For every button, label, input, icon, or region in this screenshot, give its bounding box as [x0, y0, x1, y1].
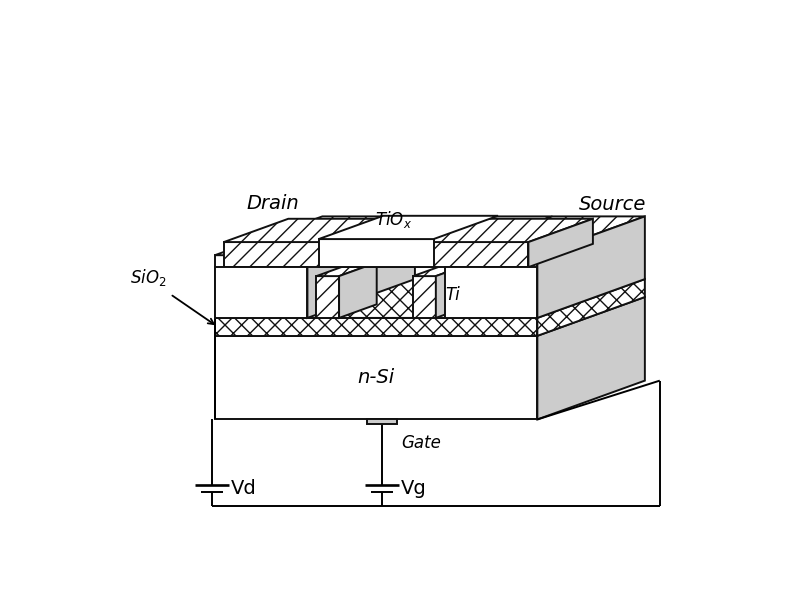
Polygon shape — [316, 276, 339, 318]
Polygon shape — [307, 217, 415, 318]
Polygon shape — [529, 219, 593, 267]
Text: n-Si: n-Si — [358, 368, 394, 387]
Polygon shape — [224, 242, 529, 267]
Text: Vd: Vd — [231, 479, 257, 498]
Text: Drain: Drain — [246, 194, 299, 213]
Polygon shape — [367, 419, 397, 424]
Polygon shape — [307, 217, 552, 255]
Polygon shape — [215, 279, 645, 318]
Polygon shape — [445, 255, 538, 318]
Polygon shape — [538, 297, 645, 419]
Text: Source: Source — [579, 195, 646, 214]
Text: Gate: Gate — [401, 434, 441, 452]
Polygon shape — [445, 217, 645, 255]
Polygon shape — [413, 263, 474, 276]
Polygon shape — [339, 263, 377, 318]
Text: Vg: Vg — [401, 479, 427, 498]
Polygon shape — [215, 297, 645, 336]
Polygon shape — [316, 263, 377, 276]
Polygon shape — [538, 217, 645, 318]
Polygon shape — [224, 219, 593, 242]
Polygon shape — [413, 276, 436, 318]
Polygon shape — [215, 336, 538, 419]
Polygon shape — [318, 239, 434, 267]
Polygon shape — [436, 263, 474, 318]
Polygon shape — [445, 267, 538, 318]
Polygon shape — [215, 217, 415, 255]
Text: TiO$_x$: TiO$_x$ — [374, 209, 412, 230]
Text: Ti: Ti — [445, 286, 459, 304]
Polygon shape — [215, 318, 538, 336]
Text: SiO$_2$: SiO$_2$ — [130, 267, 167, 288]
Polygon shape — [215, 267, 307, 318]
Polygon shape — [215, 255, 307, 318]
Polygon shape — [538, 279, 645, 336]
Polygon shape — [318, 216, 498, 239]
